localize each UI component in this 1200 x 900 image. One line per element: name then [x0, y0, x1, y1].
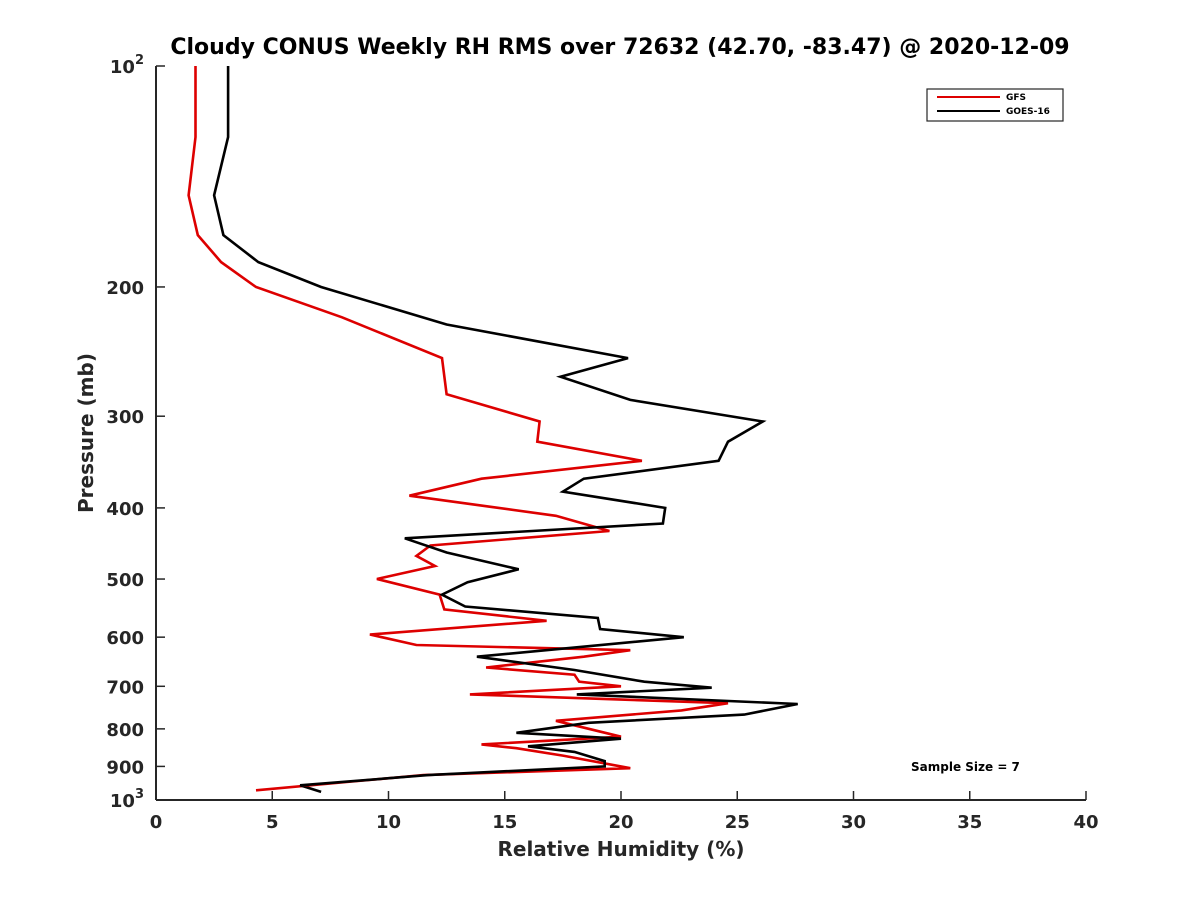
y-tick-label-3: 400 — [106, 499, 144, 520]
y-tick-label-2: 300 — [106, 407, 144, 428]
legend-label-gfs: GFS — [1006, 93, 1026, 103]
chart-title: Cloudy CONUS Weekly RH RMS over 72632 (4… — [170, 35, 1069, 60]
x-tick-label-6: 30 — [841, 812, 866, 833]
y-tick-label-0: 102 — [110, 53, 144, 78]
y-tick-label-8: 900 — [106, 757, 144, 778]
legend-box — [926, 88, 1064, 122]
x-tick-label-4: 20 — [608, 812, 633, 833]
y-tick-label-5: 600 — [106, 628, 144, 649]
x-tick-label-3: 15 — [492, 812, 517, 833]
y-tick-label-1: 200 — [106, 278, 144, 299]
tick-labels: 0 5 10 15 20 25 30 35 40 102 200 300 400 500 600 700 800… — [106, 53, 1098, 833]
y-tick-label-7: 800 — [106, 720, 144, 741]
y-axis-label: Pressure (mb) — [74, 353, 98, 513]
y-tick-label-4: 500 — [106, 570, 144, 591]
x-tick-label-8: 40 — [1073, 812, 1098, 833]
x-tick-label-7: 35 — [957, 812, 982, 833]
series-line-gfs — [187, 66, 729, 792]
x-tick-label-5: 25 — [725, 812, 750, 833]
x-tick-label-0: 0 — [150, 812, 163, 833]
x-tick-label-2: 10 — [376, 812, 401, 833]
axis-ticks — [155, 65, 1087, 801]
series-line-goes16 — [212, 66, 798, 794]
series-layer — [187, 66, 798, 794]
sample-size-annotation: Sample Size = 7 — [911, 760, 1020, 774]
y-tick-label-9: 103 — [110, 787, 144, 812]
legend-label-goes16: GOES-16 — [1006, 107, 1050, 117]
x-tick-label-1: 5 — [266, 812, 279, 833]
legend: GFS GOES-16 — [926, 88, 1064, 122]
x-axis-label: Relative Humidity (%) — [497, 837, 744, 861]
y-tick-label-6: 700 — [106, 677, 144, 698]
